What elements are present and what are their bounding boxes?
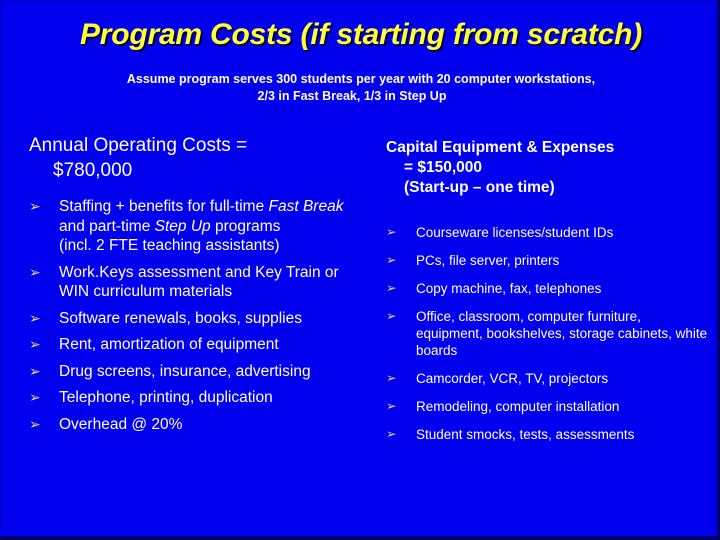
bullet-item: ➢ Work.Keys assessment and Key Train or W… bbox=[29, 263, 371, 302]
plain-text: Remodeling, computer installation bbox=[416, 399, 620, 414]
left-column: Annual Operating Costs = $780,000 ➢ Staff… bbox=[29, 133, 371, 441]
plain-text: Courseware licenses/student IDs bbox=[416, 225, 614, 240]
plain-text: and part-time bbox=[59, 217, 155, 235]
bullet-item-text: Software renewals, books, supplies bbox=[59, 310, 302, 327]
right-heading-line-1: Capital Equipment & Expenses bbox=[386, 139, 615, 156]
bullet-item-text: Office, classroom, computer furniture, e… bbox=[416, 309, 707, 358]
plain-text: Staffing + benefits for full-time bbox=[59, 198, 269, 215]
bullet-item: ➢ Courseware licenses/student IDs bbox=[386, 224, 708, 241]
right-column-heading: Capital Equipment & Expenses = $150,000 … bbox=[386, 138, 708, 198]
right-heading-line-2: = $150,000 bbox=[404, 159, 483, 176]
plain-text: Software renewals, books, supplies bbox=[59, 309, 302, 327]
plain-text: Copy machine, fax, telephones bbox=[416, 281, 602, 296]
plain-text: programs bbox=[210, 217, 281, 235]
bullet-item-text: PCs, file server, printers bbox=[416, 253, 559, 268]
bullet-item-text: Staffing + benefits for full-time Fast B… bbox=[59, 198, 371, 256]
arrowhead-bullet-icon: ➢ bbox=[386, 399, 397, 413]
bullet-item-text: Telephone, printing, duplication bbox=[59, 389, 273, 406]
bullet-item-text: Rent, amortization of equipment bbox=[59, 336, 279, 353]
plain-text: Overhead @ 20% bbox=[59, 415, 183, 433]
bullet-item: ➢ Software renewals, books, supplies bbox=[29, 309, 371, 329]
bullet-item: ➢ Telephone, printing, duplication bbox=[29, 388, 371, 408]
bullet-item: ➢ Copy machine, fax, telephones bbox=[386, 280, 708, 297]
right-heading-line-3: (Start-up – one time) bbox=[404, 179, 555, 196]
plain-text: Work.Keys assessment and Key Train or WI… bbox=[59, 263, 339, 301]
subtitle-line-2: 2/3 in Fast Break, 1/3 in Step Up bbox=[257, 89, 447, 103]
arrowhead-bullet-icon: ➢ bbox=[29, 309, 41, 326]
right-column-bullet-list: ➢ Courseware licenses/student IDs ➢ PCs, fi… bbox=[386, 224, 708, 443]
bullet-item-text: Student smocks, tests, assessments bbox=[416, 427, 634, 442]
emphasized-text: Step Up bbox=[154, 217, 211, 235]
bullet-item-text: Drug screens, insurance, advertising bbox=[59, 363, 311, 380]
left-column-heading: Annual Operating Costs = $780,000 bbox=[29, 133, 371, 183]
plain-text: Office, classroom, computer furniture, e… bbox=[416, 309, 708, 358]
slide-subtitle: Assume program serves 300 students per y… bbox=[1, 71, 717, 105]
bullet-item: ➢ Remodeling, computer installation bbox=[386, 398, 708, 415]
bullet-item: ➢ Overhead @ 20% bbox=[29, 415, 371, 435]
bullet-item: ➢ Student smocks, tests, assessments bbox=[386, 426, 708, 443]
arrowhead-bullet-icon: ➢ bbox=[386, 225, 397, 239]
plain-text: (incl. 2 FTE teaching assistants) bbox=[59, 237, 280, 254]
emphasized-text: Fast Break bbox=[268, 198, 344, 215]
bullet-item: ➢ PCs, file server, printers bbox=[386, 252, 708, 269]
arrowhead-bullet-icon: ➢ bbox=[386, 253, 397, 267]
arrowhead-bullet-icon: ➢ bbox=[386, 427, 397, 441]
right-column: Capital Equipment & Expenses = $150,000 … bbox=[386, 133, 708, 454]
arrowhead-bullet-icon: ➢ bbox=[29, 362, 41, 379]
bullet-item-text: Remodeling, computer installation bbox=[416, 399, 619, 414]
bullet-item-text: Camcorder, VCR, TV, projectors bbox=[416, 371, 608, 386]
left-column-bullet-list: ➢ Staffing + benefits for full-time Fast … bbox=[29, 197, 371, 434]
left-heading-line-1: Annual Operating Costs = bbox=[29, 135, 248, 156]
bullet-item: ➢ Camcorder, VCR, TV, projectors bbox=[386, 370, 708, 387]
plain-text: Rent, amortization of equipment bbox=[59, 336, 279, 353]
arrowhead-bullet-icon: ➢ bbox=[29, 336, 41, 352]
slide-title: Program Costs (if starting from scratch) bbox=[79, 18, 643, 51]
plain-text: Student smocks, tests, assessments bbox=[416, 427, 635, 442]
plain-text: Telephone, printing, duplication bbox=[59, 389, 273, 406]
plain-text: Drug screens, insurance, advertising bbox=[59, 362, 311, 380]
arrowhead-bullet-icon: ➢ bbox=[386, 281, 397, 295]
bullet-item: ➢ Drug screens, insurance, advertising bbox=[29, 362, 371, 382]
subtitle-line-1: Assume program serves 300 students per y… bbox=[126, 72, 596, 86]
bullet-item-text: Courseware licenses/student IDs bbox=[416, 225, 613, 240]
arrowhead-bullet-icon: ➢ bbox=[29, 389, 41, 405]
arrowhead-bullet-icon: ➢ bbox=[29, 198, 41, 214]
bullet-item: ➢ Staffing + benefits for full-time Fast … bbox=[29, 197, 371, 256]
bullet-item-text: Overhead @ 20% bbox=[59, 416, 182, 433]
plain-text: PCs, file server, printers bbox=[416, 253, 560, 268]
plain-text: Camcorder, VCR, TV, projectors bbox=[416, 371, 609, 386]
arrowhead-bullet-icon: ➢ bbox=[29, 415, 41, 432]
left-heading-line-2: $780,000 bbox=[53, 160, 133, 181]
bullet-item-text: Work.Keys assessment and Key Train or WI… bbox=[59, 264, 339, 301]
bullet-item: ➢ Office, classroom, computer furniture, … bbox=[386, 308, 708, 359]
bullet-item: ➢ Rent, amortization of equipment bbox=[29, 335, 371, 355]
arrowhead-bullet-icon: ➢ bbox=[386, 371, 397, 385]
arrowhead-bullet-icon: ➢ bbox=[386, 309, 397, 323]
arrowhead-bullet-icon: ➢ bbox=[29, 263, 41, 280]
bullet-item-text: Copy machine, fax, telephones bbox=[416, 281, 601, 296]
